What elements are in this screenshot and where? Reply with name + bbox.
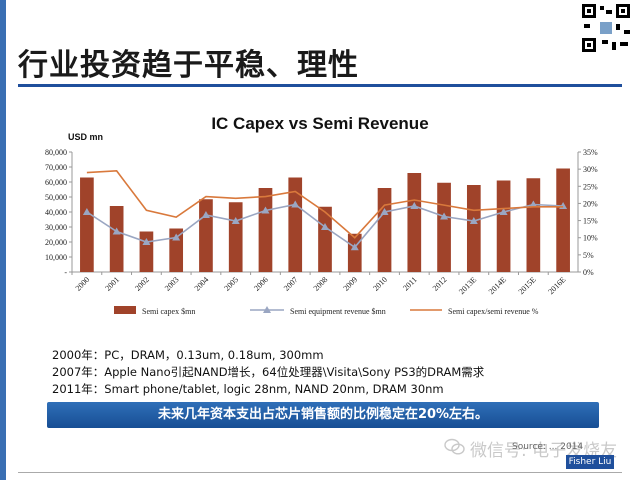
bar (466, 185, 481, 272)
legend-swatch (114, 306, 136, 314)
data-point (499, 208, 508, 215)
wechat-icon (444, 438, 465, 455)
bar (347, 233, 362, 272)
data-point (321, 223, 329, 230)
x-tick-label: 2010 (371, 275, 389, 293)
x-tick-label: 2014E (487, 275, 508, 296)
bar (109, 206, 124, 272)
data-point (350, 243, 359, 251)
bar (318, 206, 332, 272)
footer-rule (18, 472, 622, 473)
x-tick-label: 2008 (312, 275, 330, 293)
data-point (231, 217, 240, 224)
y-tick-label: 40,000 (45, 208, 67, 217)
bar (288, 177, 303, 272)
x-tick-label: 2007 (282, 275, 300, 293)
data-point (82, 208, 91, 215)
author-badge: Fisher Liu (566, 455, 614, 469)
data-point (201, 211, 210, 218)
y2-tick-label: 10% (583, 234, 598, 243)
note-line: 2011年：Smart phone/tablet, logic 28nm, NA… (52, 382, 444, 396)
legend-marker (263, 306, 271, 313)
x-tick-label: 2009 (342, 275, 360, 293)
legend-label: Semi capex $mn (142, 307, 195, 316)
bar (526, 178, 541, 272)
y-tick-label: 20,000 (45, 238, 67, 247)
y-tick-label: 30,000 (45, 223, 67, 232)
y2-tick-label: 0% (583, 268, 594, 277)
x-tick-label: 2005 (222, 275, 240, 293)
data-point (142, 238, 151, 245)
notes-block: 2000年：PC，DRAM，0.13um, 0.18um, 300mm 2007… (52, 347, 484, 398)
title-underline (18, 84, 622, 87)
y-tick-label: 10,000 (45, 253, 67, 262)
bar (199, 199, 213, 272)
bar (437, 182, 451, 272)
bar (139, 231, 154, 272)
qr-code-icon (580, 2, 632, 54)
bar (407, 173, 422, 272)
data-point (440, 212, 449, 220)
y2-tick-label: 20% (583, 199, 598, 208)
note-line: 2007年：Apple Nano引起NAND增长，64位处理器\Visita\S… (52, 365, 485, 379)
y-tick-label: 50,000 (45, 193, 67, 202)
y-axis-label: USD mn (68, 132, 103, 142)
x-tick-label: 2011 (401, 275, 418, 292)
y-tick-label: 80,000 (45, 148, 67, 157)
data-point (112, 227, 121, 235)
x-tick-label: 2012 (431, 275, 449, 293)
ic-capex-chart: IC Capex vs Semi Revenue USD mn - 10,000 2… (45, 114, 598, 316)
y-tick-label: - (64, 268, 67, 277)
x-tick-label: 2013E (457, 275, 478, 296)
note-line: 2000年：PC，DRAM，0.13um, 0.18um, 300mm (52, 348, 324, 362)
data-point (172, 233, 181, 241)
chart-title: IC Capex vs Semi Revenue (211, 114, 428, 133)
accent-bar (0, 0, 6, 480)
bar (496, 180, 511, 272)
x-tick-label: 2006 (252, 275, 270, 293)
x-tick-label: 2016E (546, 275, 567, 296)
y-tick-label: 60,000 (45, 178, 67, 187)
x-tick-label: 2003 (163, 275, 181, 293)
data-point (291, 200, 300, 208)
data-point (529, 200, 538, 208)
y2-tick-label: 35% (583, 148, 598, 157)
x-tick-label: 2004 (193, 275, 211, 293)
data-point (261, 206, 270, 214)
series-line-ratio (86, 170, 564, 239)
y-tick-label: 70,000 (45, 163, 67, 172)
y2-tick-label: 30% (583, 165, 598, 174)
legend-label: Semi equipment revenue $mn (290, 307, 386, 316)
x-tick-label: 2001 (103, 275, 121, 293)
data-point (469, 217, 478, 224)
x-tick-label: 2015E (517, 275, 538, 296)
bar (228, 202, 243, 272)
data-point (410, 202, 419, 209)
bar (169, 228, 184, 272)
bar (80, 177, 94, 272)
summary-banner: 未来几年资本支出占芯片销售额的比例稳定在20%左右。 (47, 402, 599, 428)
bar (556, 168, 570, 272)
bar (377, 188, 392, 272)
source-note: Source: ... 2014 (512, 442, 584, 452)
y2-tick-label: 5% (583, 251, 594, 260)
slide-title: 行业投资趋于平稳、理性 (18, 48, 359, 83)
plot-area: - 10,000 20,000 30,000 40,000 50,000 60,000 70,… (45, 148, 598, 316)
legend-label: Semi capex/semi revenue % (448, 307, 539, 316)
y2-tick-label: 25% (583, 182, 598, 191)
bar (258, 188, 273, 272)
data-point (380, 208, 389, 215)
x-tick-label: 2002 (133, 275, 151, 293)
y2-tick-label: 15% (583, 217, 598, 226)
x-tick-label: 2000 (74, 275, 92, 293)
